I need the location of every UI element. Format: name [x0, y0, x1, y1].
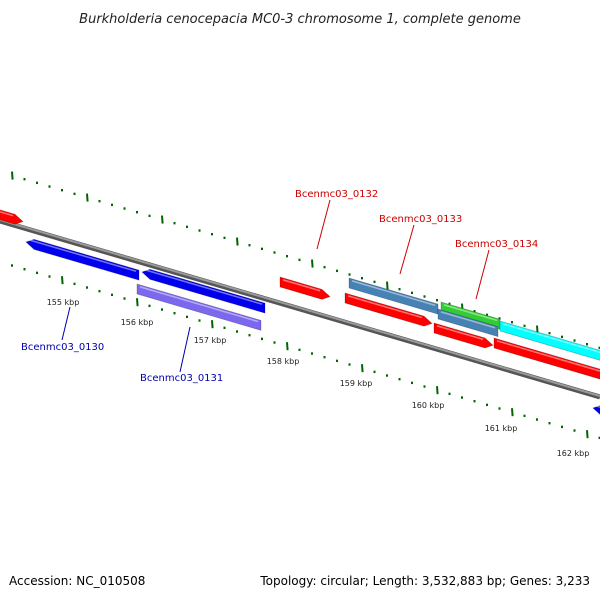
gene-bcenmc03-0131-highlight: [144, 269, 263, 305]
feature-0131-pseudo[interactable]: [136, 283, 262, 331]
major-tick: [161, 215, 164, 224]
tick-label: 159 kbp: [340, 379, 373, 388]
major-tick: [436, 386, 439, 395]
feature-0131-pseudo-highlight: [139, 286, 259, 323]
feature-0134-highlight: [440, 311, 496, 329]
gene-upstream-forward[interactable]: [0, 204, 24, 225]
leader-line-0134: [475, 249, 490, 300]
major-tick: [386, 281, 389, 290]
tick-label: 160 kbp: [412, 401, 445, 410]
tick-label: 158 kbp: [267, 357, 300, 366]
genome-summary-text: Topology: circular; Length: 3,532,883 bp…: [260, 574, 590, 588]
major-tick: [61, 276, 64, 285]
gene-bcenmc03-0130[interactable]: [25, 238, 140, 281]
gene-label-bcenmc03-0133[interactable]: Bcenmc03_0133: [379, 214, 462, 225]
feature-cyan[interactable]: [499, 320, 600, 363]
major-tick: [11, 171, 14, 180]
leader-line-0132: [316, 199, 331, 250]
major-tick: [586, 430, 589, 439]
tick-label: 155 kbp: [47, 298, 80, 307]
gene-label-bcenmc03-0131[interactable]: Bcenmc03_0131: [140, 373, 223, 384]
gene-label-bcenmc03-0130[interactable]: Bcenmc03_0130: [21, 342, 104, 353]
feature-0134[interactable]: [437, 308, 499, 338]
inner-tick-track: [11, 264, 600, 440]
feature-cyan-highlight: [502, 323, 600, 354]
tick-label: 156 kbp: [121, 318, 154, 327]
gene-bcenmc03-0132-highlight: [282, 279, 321, 292]
major-tick: [311, 259, 314, 268]
gene-upstream-forward-highlight: [0, 211, 14, 217]
tick-label: 157 kbp: [194, 336, 227, 345]
gene-bcenmc03-0134[interactable]: [433, 322, 494, 349]
major-tick: [286, 342, 289, 351]
gene-next-forward-highlight: [496, 340, 600, 372]
genome-backbone-highlight: [0, 219, 600, 397]
major-tick: [136, 298, 139, 307]
gene-bcenmc03-0130-highlight: [28, 239, 137, 272]
gene-next-reverse[interactable]: [592, 405, 600, 421]
major-tick: [211, 320, 214, 329]
major-tick: [511, 408, 514, 417]
gene-bcenmc03-0133-highlight: [347, 295, 423, 319]
leader-line-0131: [179, 326, 191, 373]
major-tick: [361, 364, 364, 373]
gene-bcenmc03-0132[interactable]: [279, 276, 331, 300]
major-tick: [236, 237, 239, 246]
gene-bcenmc03-0131[interactable]: [141, 268, 266, 314]
leader-line-0130: [61, 306, 71, 341]
accession-text: Accession: NC_010508: [9, 574, 146, 588]
gene-next-forward[interactable]: [493, 337, 600, 380]
gene-label-bcenmc03-0132[interactable]: Bcenmc03_0132: [295, 189, 378, 200]
feature-0134-green-highlight: [443, 304, 498, 322]
gene-bcenmc03-0134-highlight: [436, 325, 484, 341]
gene-label-bcenmc03-0134[interactable]: Bcenmc03_0134: [455, 239, 538, 250]
feature-0133-highlight: [351, 280, 436, 306]
leader-line-0133: [399, 224, 415, 275]
gene-bcenmc03-0133[interactable]: [344, 292, 433, 327]
map-title: Burkholderia cenocepacia MC0-3 chromosom…: [79, 12, 521, 27]
tick-label: 161 kbp: [485, 424, 518, 433]
tick-label: 162 kbp: [557, 449, 590, 458]
major-tick: [86, 193, 89, 202]
